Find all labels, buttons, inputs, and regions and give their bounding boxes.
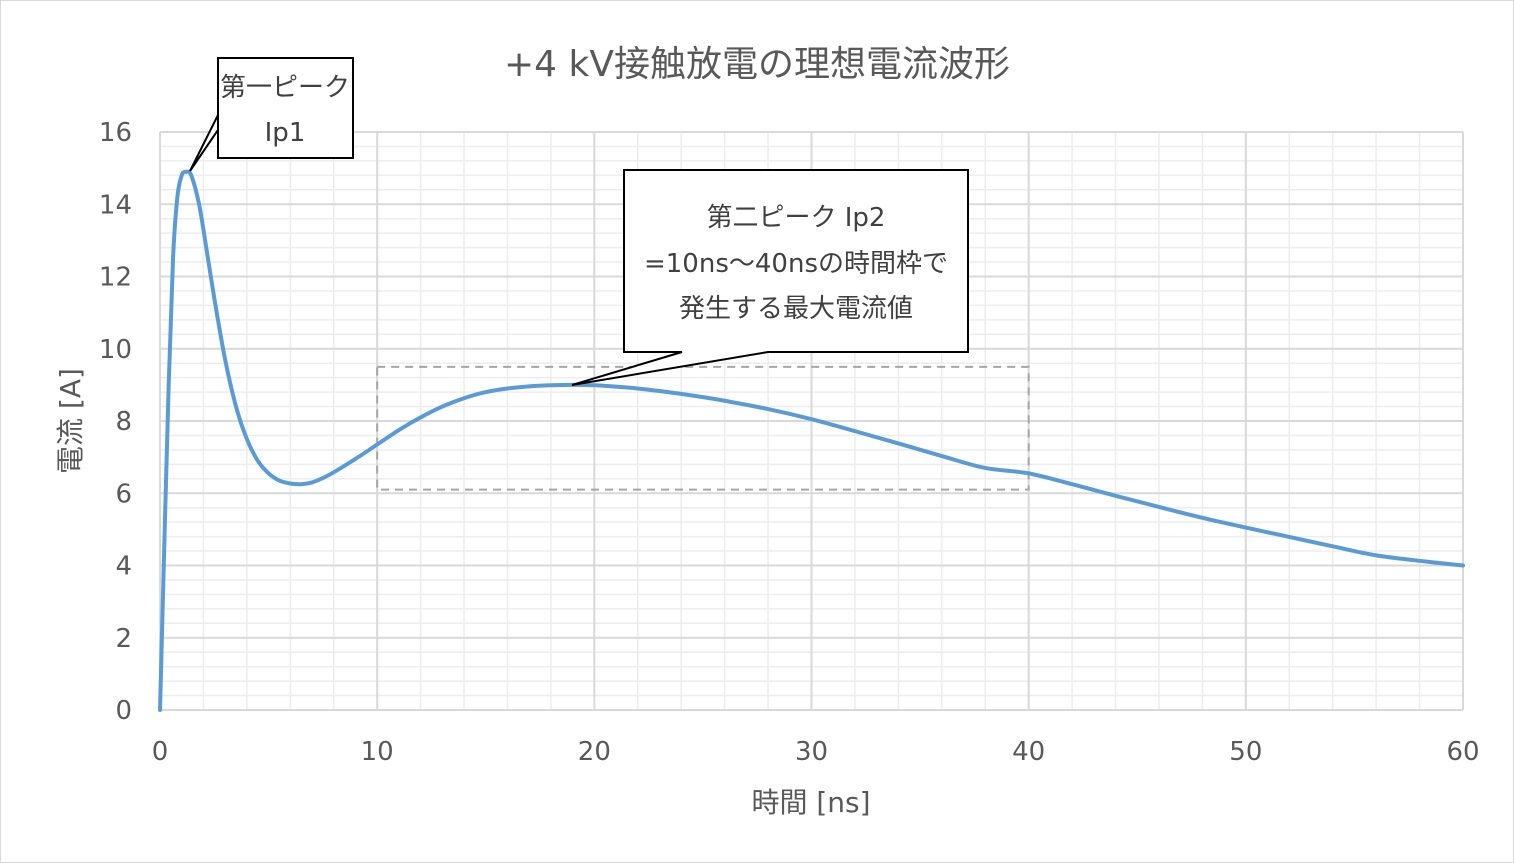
y-tick-label: 0 [115, 696, 132, 726]
y-axis-title: 電流 [A] [54, 368, 87, 474]
y-tick-label: 4 [115, 552, 132, 582]
y-tick-label: 14 [99, 190, 132, 220]
chart-title: +4 kV接触放電の理想電流波形 [504, 44, 1010, 85]
x-tick-label: 30 [795, 737, 828, 767]
y-tick-label: 2 [115, 624, 132, 654]
current-waveform-line [158, 169, 1465, 712]
x-tick-label: 0 [152, 737, 169, 767]
y-axis-tick-labels: 0 2 4 6 8 10 12 14 16 [99, 118, 132, 726]
x-tick-label: 10 [361, 737, 394, 767]
second-peak-callout-line-2: =10ns～40nsの時間枠で [644, 249, 948, 279]
y-tick-label: 6 [115, 479, 132, 509]
y-tick-label: 16 [99, 118, 132, 148]
x-axis-title: 時間 [ns] [751, 786, 870, 819]
y-tick-label: 8 [115, 407, 132, 437]
second-peak-callout-line-3: 発生する最大電流値 [679, 294, 913, 324]
second-peak-callout-line-1: 第二ピーク Ip2 [707, 203, 886, 233]
first-peak-callout-box [189, 57, 354, 172]
x-axis-tick-labels: 0 10 20 30 40 50 60 [152, 737, 1480, 767]
second-peak-time-window [376, 365, 1030, 491]
major-gridlines [159, 131, 1464, 711]
first-peak-callout-line-1: 第一ピーク [220, 73, 350, 103]
second-peak-callout-box [571, 169, 969, 386]
x-tick-label: 50 [1229, 737, 1262, 767]
y-tick-label: 12 [99, 263, 132, 293]
x-tick-label: 60 [1446, 737, 1479, 767]
x-tick-label: 20 [578, 737, 611, 767]
x-tick-label: 40 [1012, 737, 1045, 767]
first-peak-callout: 第一ピーク Ip1 [189, 57, 354, 172]
second-peak-callout: 第二ピーク Ip2 =10ns～40nsの時間枠で 発生する最大電流値 [571, 169, 969, 386]
first-peak-callout-line-2: Ip1 [265, 118, 306, 148]
y-tick-label: 10 [99, 335, 132, 365]
